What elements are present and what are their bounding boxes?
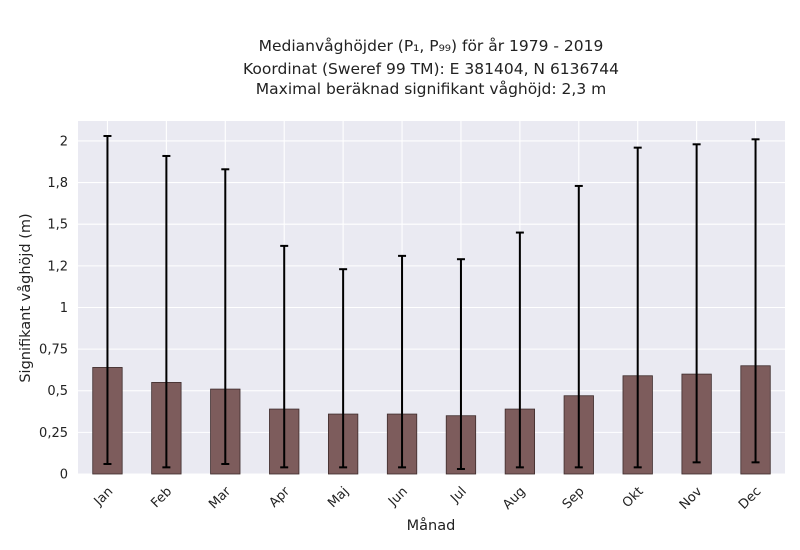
y-tick-label: 0,5 bbox=[47, 384, 68, 399]
chart-title-line-3: Maximal beräknad signifikant våghöjd: 2,… bbox=[256, 80, 606, 98]
error-bar-feb bbox=[162, 154, 171, 469]
x-axis-ticks: Jan Feb Mar Apr Maj Jun Jul Aug Sep Okt Nov Dec bbox=[91, 484, 765, 513]
y-tick-label: 1,2 bbox=[47, 259, 68, 274]
x-axis-label: Månad bbox=[407, 517, 456, 534]
x-tick-label-aug: Aug bbox=[500, 484, 529, 513]
y-tick-label: 1,5 bbox=[47, 218, 68, 233]
x-tick-label-jun: Jun bbox=[385, 484, 411, 510]
y-tick-label: 1 bbox=[60, 301, 68, 316]
y-tick-label: 0,75 bbox=[39, 343, 68, 358]
y-tick-label: 0 bbox=[60, 468, 68, 483]
y-tick-label: 0,25 bbox=[39, 426, 68, 441]
error-bar-dec bbox=[751, 138, 760, 464]
chart-title: Medianvåghöjder (P₁, P₉₉) för år 1979 - … bbox=[243, 37, 619, 98]
error-bar-maj bbox=[339, 268, 348, 469]
error-bar-nov bbox=[692, 143, 701, 464]
y-axis-label: Signifikant våghöjd (m) bbox=[17, 213, 34, 382]
x-tick-label-okt: Okt bbox=[620, 484, 647, 511]
y-axis-ticks: 0 0,25 0,5 0,75 1 1,2 1,5 1,8 2 bbox=[39, 134, 68, 482]
x-tick-label-sep: Sep bbox=[560, 484, 588, 512]
x-tick-label-feb: Feb bbox=[148, 484, 175, 511]
x-tick-label-maj: Maj bbox=[325, 484, 352, 511]
y-tick-label: 2 bbox=[60, 134, 68, 149]
x-tick-label-mar: Mar bbox=[206, 484, 234, 512]
error-bar-jul bbox=[456, 258, 465, 471]
error-bar-sep bbox=[574, 184, 583, 469]
x-tick-label-dec: Dec bbox=[736, 484, 764, 512]
y-tick-label: 1,8 bbox=[47, 176, 68, 191]
x-tick-label-jan: Jan bbox=[91, 484, 116, 509]
chart-title-line-2: Koordinat (Sweref 99 TM): E 381404, N 61… bbox=[243, 60, 619, 78]
error-bar-jun bbox=[398, 254, 407, 469]
error-bar-mar bbox=[221, 168, 230, 466]
x-tick-label-jul: Jul bbox=[447, 484, 469, 506]
x-tick-label-nov: Nov bbox=[677, 484, 706, 513]
error-bars bbox=[103, 134, 760, 471]
plot-area bbox=[78, 121, 785, 474]
error-bar-okt bbox=[633, 146, 642, 469]
error-bar-apr bbox=[280, 244, 289, 469]
error-bar-aug bbox=[515, 231, 524, 469]
error-bar-jan bbox=[103, 134, 112, 466]
x-tick-label-apr: Apr bbox=[267, 484, 294, 511]
chart-title-line-1: Medianvåghöjder (P₁, P₉₉) för år 1979 - … bbox=[259, 37, 604, 55]
